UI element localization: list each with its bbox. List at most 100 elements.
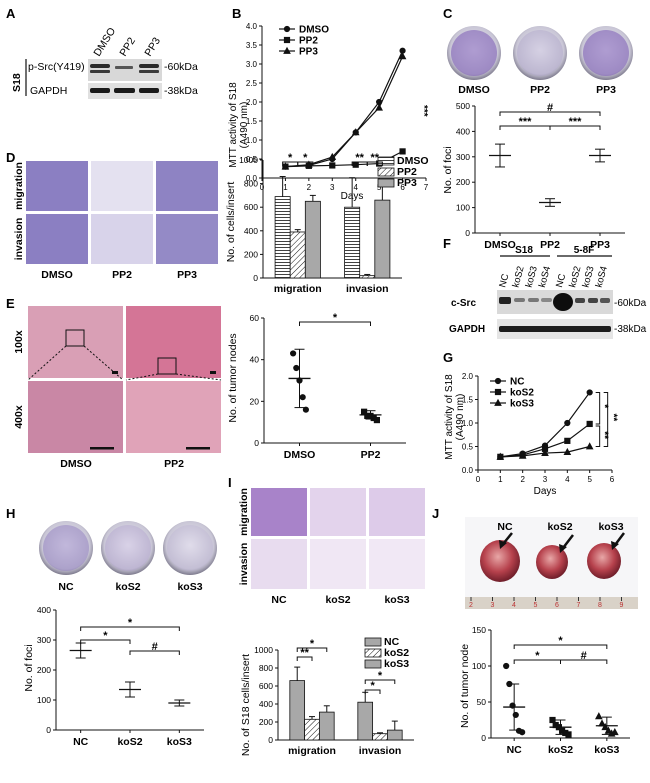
blot-f-kda-60: -60kDa (614, 298, 647, 309)
ruler-tick-label: 3 (491, 602, 495, 609)
chart-B-xtick-label: 6 (400, 183, 405, 192)
chart-H-category-label: NC (73, 736, 89, 748)
panel-h-plates: NC koS2 koS3 (39, 521, 217, 593)
chart-J-ytick-label: 50 (477, 697, 487, 707)
chart-E-point-dmso (293, 364, 300, 372)
blot-f-lane-kos3: koS3 (580, 265, 596, 289)
plate-c-pp3 (579, 26, 633, 80)
chart-C-category-label: DMSO (484, 239, 516, 251)
chart-E-point-pp2 (373, 416, 380, 424)
chart-I-sig-bracket (296, 647, 328, 652)
chart-H-category-label: koS2 (117, 736, 142, 748)
panel-a-blot: DMSO PP2 PP3 S18 p-Src(Y419) GAPDH -60kD… (11, 26, 198, 99)
chart-B-xtick-label: 1 (283, 183, 288, 192)
chart-G-xtick-label: 5 (587, 475, 592, 484)
blot-a-row-gapdh: GAPDH (30, 85, 67, 97)
plate-h-kos3 (163, 521, 217, 575)
chart-J-sig-bracket (560, 659, 608, 664)
chart-B-xtick-label: 0 (260, 183, 265, 192)
image-i-migration-kos3 (369, 488, 425, 536)
blot-a-kda-60: -60kDa (164, 61, 198, 73)
panel-h-chart: No. of foci 0 100 200 300 400 NC koS2 koS3 * * # (23, 605, 204, 748)
chart-B-series-dmso-line (285, 50, 404, 168)
chart-D-ytick-label: 200 (244, 249, 258, 259)
image-i-col-kos3: koS3 (384, 594, 409, 606)
chart-D-bar-dmso-invasion (344, 206, 361, 279)
chart-G-point-kos2 (564, 437, 571, 444)
chart-D-ytick-label: 1000 (239, 155, 258, 165)
chart-E-ytick-label: 0 (254, 438, 259, 448)
chart-B-ytick-label: 2.0 (246, 98, 258, 107)
chart-B-ytick-label: 0.5 (246, 155, 258, 164)
chart-B-xtick-label: 7 (424, 183, 429, 192)
chart-B-xtick-label: 2 (307, 183, 312, 192)
blot-f-row-gapdh: GAPDH (449, 324, 485, 335)
chart-J-point-kos3 (610, 727, 619, 736)
chart-D-sig-bracket (366, 161, 383, 166)
image-d-migration-pp2 (91, 161, 153, 211)
blot-f-lane-nc: NC (497, 273, 511, 289)
chart-C-sig-label: *** (519, 116, 533, 128)
chart-g-sig: * (599, 404, 610, 408)
chart-D-bar-pp2-invasion (359, 275, 376, 279)
chart-G-point-kos3 (563, 447, 572, 456)
panel-letter-b: B (232, 6, 241, 21)
image-i-migration-kos2 (310, 488, 366, 536)
chart-H-sig-bracket (80, 639, 131, 644)
chart-B-legend-label: PP2 (299, 36, 318, 47)
chart-J-point-kos2 (549, 716, 556, 724)
blot-f-lane-kos2: koS2 (567, 265, 583, 289)
ruler-tick-label: 5 (534, 602, 538, 609)
image-d-row-invasion: invasion (13, 218, 25, 261)
chart-B-point-pp3 (351, 128, 360, 136)
chart-g-sig: ** (608, 413, 619, 421)
image-d-row-migration: migration (13, 162, 25, 210)
plate-c-label-pp2: PP2 (530, 84, 550, 96)
chart-I-ytick-label: 600 (259, 681, 273, 691)
chart-H-category-label: koS3 (167, 736, 192, 748)
chart-J-sig-label: # (581, 650, 587, 662)
blot-a-kda-38: -38kDa (164, 85, 198, 97)
chart-G-xtick-label: 6 (610, 475, 615, 484)
chart-G-ytick-label: 0.5 (462, 443, 474, 452)
chart-D-bar-pp3-migration (304, 200, 321, 279)
chart-D-bar-pp3-invasion (374, 199, 391, 279)
chart-B-point-pp3 (398, 52, 407, 60)
chart-J-category-label: koS2 (548, 744, 573, 756)
chart-I-sig-bracket (364, 679, 396, 684)
chart-E-point-dmso (299, 394, 306, 401)
panel-c-chart: No. of foci 0 100 200 300 400 500 DMSO PP2 PP3 # *… (442, 101, 625, 251)
chart-B-xtick-label: 5 (377, 183, 382, 192)
chart-I-category-label: invasion (359, 745, 402, 757)
chart-B-ytick-label: 3.5 (246, 41, 258, 50)
chart-G-point-kos2 (586, 420, 593, 428)
chart-B-ytick-label: 2.5 (246, 79, 258, 88)
chart-J-ytick-label: 100 (472, 661, 486, 671)
chart-E-ytick-label: 20 (250, 396, 260, 406)
ruler-tick-label: 4 (512, 602, 516, 609)
chart-I-sig-label: * (370, 680, 375, 692)
chart-B-point-pp2 (399, 148, 406, 155)
chart-G-legend-marker (494, 388, 502, 396)
chart-B-xtick-label: 4 (353, 183, 358, 192)
image-e-col-pp2: PP2 (164, 458, 184, 470)
image-d-col-pp3: PP3 (177, 269, 197, 281)
panel-i-images: migration invasion NC koS2 koS3 (238, 488, 425, 606)
chart-D-legend-swatch (377, 178, 395, 188)
blot-f-lane-kos3: koS3 (524, 265, 540, 289)
chart-B-point-pp3 (281, 162, 290, 170)
ruler-tick-label: 2 (469, 602, 473, 609)
blot-a-row-psrc: p-Src(Y419) (28, 61, 85, 73)
chart-G-point-kos3 (518, 451, 527, 459)
chart-B-ytick-label: 3.0 (246, 60, 258, 69)
chart-I-ytick-label: 200 (259, 717, 273, 727)
chart-D-category-label: invasion (346, 283, 389, 295)
tumor-j-label-kos2: koS2 (547, 521, 572, 533)
panel-c-plates: DMSO PP2 PP3 (447, 26, 633, 96)
chart-J-sig-bracket (513, 644, 608, 649)
chart-B-series-pp3-line (285, 56, 404, 168)
chart-C-ytick-label: 500 (456, 101, 470, 111)
chart-I-legend-swatch (364, 637, 382, 647)
chart-B-legend-marker (283, 46, 291, 54)
image-d-invasion-dmso (26, 214, 88, 264)
